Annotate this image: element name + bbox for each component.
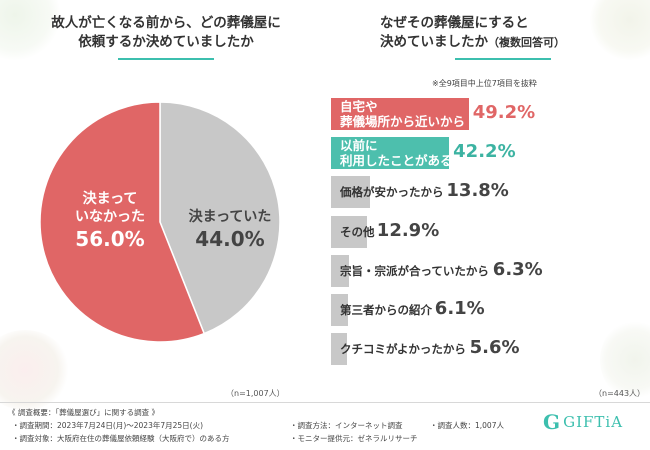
bar-value-label: 6.1% (434, 298, 485, 319)
bar-category-line1: その他 (340, 224, 375, 239)
pie-slice-not-decided (39, 101, 206, 343)
footer-target: ・調査対象：大阪府在住の葬儀屋依頼経験（大阪府で）のある方 (12, 434, 230, 443)
right-title-line1: なぜその葬儀屋にすると (380, 15, 529, 31)
bar-value-label: 6.3% (492, 258, 543, 280)
bar-row: 宗旨・宗派が合っていたから 6.3% (331, 254, 631, 287)
pie-label-not-decided: 決まって いなかった 56.0% (50, 190, 170, 252)
bar-value-label: 12.9% (376, 219, 440, 241)
right-title-underline (455, 58, 551, 60)
right-title-line2: 決めていましたか (380, 34, 488, 50)
bar-row: その他 12.9% (331, 215, 631, 248)
pie-label-decided-line1: 決まっていた (188, 209, 272, 225)
bar-fill (331, 176, 370, 209)
bar-category-label: 第三者からの紹介 (340, 294, 432, 326)
bar-fill (331, 294, 349, 326)
right-sample-size: （n=443人） (594, 389, 646, 398)
bar-category-line1: クチコミがよかったから (340, 342, 466, 357)
bar-value-label: 13.8% (446, 180, 509, 202)
bar-row: クチコミがよかったから 5.6% (331, 333, 631, 366)
pie-value-decided: 44.0% (195, 227, 265, 251)
bar-category-label: 以前に 利用したことがあるから (340, 137, 478, 169)
footer-heading: 《 調査概要：「葬儀屋選び」に関する調査 》 (8, 408, 160, 417)
pie-label-decided: 決まっていた 44.0% (180, 208, 280, 252)
bar-fill (331, 137, 450, 170)
left-chart-title: 故人が亡くなる前から、どの葬儀屋に 依頼するか決めていましたか (16, 14, 316, 52)
bar-row: 自宅や 葬儀場所から近いから 49.2% (331, 98, 631, 130)
bar-category-label: その他 (340, 216, 375, 248)
bar-row: 第三者からの紹介 6.1% (331, 294, 631, 326)
bar-fill (331, 215, 368, 248)
bar-category-line1: 以前に (340, 138, 378, 154)
bar-value-label: 5.6% (469, 337, 520, 359)
left-sample-size: （n=1,007人） (226, 389, 285, 398)
pie-label-not-decided-line1: 決まって (82, 191, 138, 207)
giftia-g-logo-icon: G (543, 410, 561, 434)
bar-category-label: 宗旨・宗派が合っていたから (340, 255, 489, 287)
pie-chart: 決まって いなかった 56.0% 決まっていた 44.0% (30, 92, 290, 352)
pie-value-not-decided: 56.0% (75, 227, 145, 251)
bar-fill (331, 333, 347, 366)
bar-category-line2: 利用したことがあるから (340, 153, 478, 169)
bar-row: 価格が安かったから 13.8% (331, 176, 631, 209)
giftia-logo: G GIFTiA (543, 410, 623, 434)
bar-category-line1: 宗旨・宗派が合っていたから (340, 263, 489, 278)
pie-label-not-decided-line2: いなかった (75, 209, 145, 225)
bar-fill (331, 254, 349, 287)
right-chart-title: なぜその葬儀屋にすると 決めていましたか（複数回答可） (380, 14, 640, 52)
bar-category-label: 価格が安かったから (340, 176, 444, 208)
selection-note: ※全9項目中上位7項目を抜粋 (432, 79, 537, 88)
bar-value-label: 49.2% (472, 102, 536, 123)
pie-slice-decided (159, 101, 281, 335)
bar-row: 以前に 利用したことがあるから 42.2% (331, 137, 631, 170)
bar-fill (331, 98, 469, 130)
bar-value-label: 42.2% (453, 141, 516, 163)
bar-category-label: クチコミがよかったから (340, 333, 466, 365)
survey-footer: 《 調査概要：「葬儀屋選び」に関する調査 》 ・調査期間：2023年7月24日(… (0, 402, 650, 450)
right-title-sub: （複数回答可） (488, 36, 565, 49)
pie-svg (39, 101, 281, 343)
footer-period: ・調査期間：2023年7月24日(月)～2023年7月25日(火) (12, 421, 204, 430)
footer-count: ・調査人数：1,007人 (430, 421, 504, 430)
bar-category-line1: 第三者からの紹介 (340, 303, 432, 317)
left-title-line1: 故人が亡くなる前から、どの葬儀屋に (51, 15, 281, 31)
left-title-line2: 依頼するか決めていましたか (78, 34, 254, 50)
footer-method: ・調査方法：インターネット調査 (290, 421, 403, 430)
footer-monitor: ・モニター提供元：ゼネラルリサーチ (290, 434, 418, 443)
bar-category-label: 自宅や 葬儀場所から近いから (340, 98, 465, 130)
bar-category-line2: 葬儀場所から近いから (340, 114, 466, 129)
left-title-underline (118, 58, 214, 60)
bar-category-line1: 価格が安かったから (340, 185, 444, 200)
bar-category-line1: 自宅や (340, 99, 378, 114)
giftia-logo-text: GIFTiA (563, 413, 624, 431)
